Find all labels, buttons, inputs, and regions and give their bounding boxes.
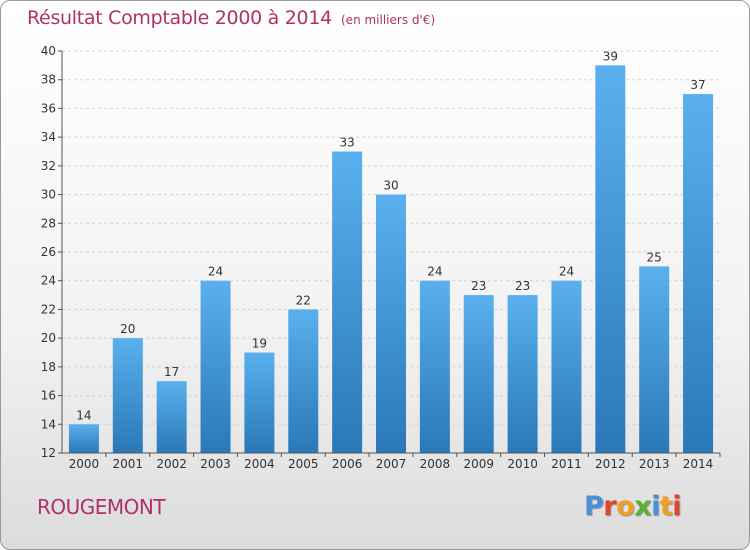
data-label: 17: [164, 365, 179, 379]
x-tick-label: 2008: [420, 457, 451, 471]
data-label: 23: [515, 279, 530, 293]
y-tick-label: 16: [41, 389, 56, 403]
y-tick-label: 12: [41, 446, 56, 460]
data-label: 22: [296, 293, 311, 307]
x-tick-label: 2004: [244, 457, 275, 471]
y-tick-label: 18: [41, 360, 56, 374]
x-tick-label: 2007: [376, 457, 407, 471]
x-tick-label: 2001: [113, 457, 144, 471]
y-tick-label: 32: [41, 159, 56, 173]
logo-letter: x: [634, 491, 652, 522]
logo-letter: i: [672, 491, 682, 522]
logo-letter: o: [616, 491, 635, 522]
logo-letter: i: [651, 491, 660, 522]
x-tick-label: 2014: [683, 457, 714, 471]
bar: [419, 280, 450, 453]
y-tick-label: 24: [41, 274, 56, 288]
data-label: 25: [647, 250, 662, 264]
x-tick-label: 2006: [332, 457, 363, 471]
y-tick-label: 30: [41, 188, 56, 202]
x-tick-label: 2000: [69, 457, 100, 471]
x-tick-label: 2009: [463, 457, 494, 471]
data-label: 14: [76, 408, 91, 422]
bar: [156, 381, 187, 453]
y-tick-label: 14: [41, 417, 56, 431]
y-tick-label: 36: [41, 101, 56, 115]
commune-name: ROUGEMONT: [37, 495, 166, 519]
y-tick-label: 40: [41, 44, 56, 58]
bar: [463, 295, 494, 453]
x-tick-label: 2013: [639, 457, 670, 471]
bar: [683, 94, 714, 454]
y-tick-label: 34: [41, 130, 56, 144]
logo-letter: t: [659, 491, 673, 522]
x-tick-label: 2003: [200, 457, 231, 471]
bar: [507, 295, 538, 453]
bar: [244, 352, 275, 453]
data-label: 20: [120, 322, 135, 336]
x-tick-label: 2002: [156, 457, 187, 471]
bar: [288, 309, 319, 453]
y-tick-label: 26: [41, 245, 56, 259]
data-label: 24: [427, 265, 442, 279]
data-label: 33: [339, 136, 354, 150]
data-label: 19: [252, 337, 267, 351]
y-tick-label: 22: [41, 302, 56, 316]
y-tick-label: 20: [41, 331, 56, 345]
bars: 14 20 17 24 19 22 33 30 24 23 23 24 39 25 37: [68, 49, 714, 454]
chart-unit: (en milliers d'€): [341, 13, 436, 27]
y-tick-label: 28: [41, 216, 56, 230]
data-label: 23: [471, 279, 486, 293]
bar: [639, 266, 670, 453]
y-tick-label: 38: [41, 73, 56, 87]
bar: [332, 151, 363, 453]
logo-letter: P: [584, 491, 604, 522]
bar: [376, 194, 406, 454]
logo-letter: r: [603, 491, 617, 522]
x-tick-label: 2005: [288, 457, 319, 471]
data-label: 24: [559, 265, 574, 279]
x-tick-label: 2010: [507, 457, 538, 471]
x-tick-label: 2012: [595, 457, 626, 471]
bar: [112, 338, 143, 453]
data-label: 30: [383, 179, 398, 193]
bar: [68, 424, 99, 453]
chart-title: Résultat Comptable 2000 à 2014: [27, 7, 332, 29]
bar: [200, 280, 231, 453]
x-tick-label: 2011: [551, 457, 582, 471]
data-label: 37: [690, 78, 705, 92]
bar: [551, 280, 582, 453]
axes: 12 14 16 18 20 22 24 26 28 30 32 34 36 38 40 2000 2001 20…: [41, 44, 721, 471]
data-label: 39: [603, 49, 618, 63]
proxiti-logo: Proxiti: [584, 491, 682, 522]
bar: [595, 65, 626, 453]
data-label: 24: [208, 265, 223, 279]
